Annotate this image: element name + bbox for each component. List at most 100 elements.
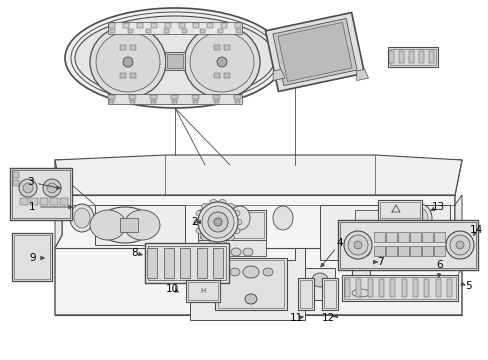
Bar <box>418 51 423 63</box>
Bar <box>163 248 173 278</box>
Bar <box>218 260 284 308</box>
Ellipse shape <box>218 199 226 206</box>
Bar <box>297 278 313 310</box>
Bar <box>130 45 136 50</box>
Bar <box>433 232 444 242</box>
Polygon shape <box>265 13 364 91</box>
Bar <box>221 23 226 28</box>
Text: 4: 4 <box>336 238 343 248</box>
Ellipse shape <box>229 206 249 230</box>
Bar <box>324 280 335 308</box>
Bar <box>435 279 440 297</box>
Bar <box>409 246 420 256</box>
Polygon shape <box>55 155 461 195</box>
Bar <box>60 198 68 205</box>
Ellipse shape <box>231 228 240 234</box>
Ellipse shape <box>97 207 153 243</box>
Bar <box>235 100 240 103</box>
Bar <box>163 29 169 33</box>
Ellipse shape <box>353 241 361 249</box>
Bar <box>30 198 38 205</box>
Ellipse shape <box>218 238 226 244</box>
Bar <box>214 100 219 103</box>
Bar <box>108 94 242 104</box>
Ellipse shape <box>343 231 371 259</box>
Bar <box>378 279 383 297</box>
Ellipse shape <box>226 235 234 240</box>
Polygon shape <box>277 22 351 82</box>
Ellipse shape <box>74 208 90 228</box>
Ellipse shape <box>209 238 217 244</box>
Bar <box>164 23 171 28</box>
Bar <box>13 180 19 186</box>
Bar <box>198 210 265 240</box>
Bar <box>213 95 220 99</box>
Bar <box>401 279 406 297</box>
Ellipse shape <box>263 268 272 276</box>
Ellipse shape <box>19 179 37 197</box>
Bar <box>50 198 58 205</box>
Bar <box>356 279 361 297</box>
Bar <box>12 233 52 281</box>
Ellipse shape <box>43 179 61 197</box>
Bar <box>130 73 136 78</box>
Bar <box>389 49 435 65</box>
Ellipse shape <box>190 32 253 92</box>
Text: 14: 14 <box>468 225 482 235</box>
Bar <box>120 218 138 232</box>
Bar <box>129 95 136 99</box>
Text: 7: 7 <box>376 257 383 267</box>
Bar <box>337 220 477 270</box>
Ellipse shape <box>445 231 473 259</box>
Bar <box>206 23 213 28</box>
Bar <box>193 100 198 103</box>
Text: 5: 5 <box>464 281 470 291</box>
Bar <box>224 45 229 50</box>
Ellipse shape <box>231 210 240 216</box>
Bar <box>421 232 432 242</box>
Ellipse shape <box>243 248 252 256</box>
Bar <box>179 23 184 28</box>
Ellipse shape <box>202 206 234 238</box>
Bar <box>187 282 218 300</box>
Bar <box>421 246 432 256</box>
Ellipse shape <box>183 26 260 98</box>
Bar <box>379 202 419 218</box>
Bar <box>95 205 184 245</box>
Text: H: H <box>200 288 205 294</box>
Text: 10: 10 <box>165 284 178 294</box>
Ellipse shape <box>170 245 180 255</box>
Bar <box>321 278 337 310</box>
Bar <box>385 232 396 242</box>
Ellipse shape <box>71 12 279 104</box>
Polygon shape <box>55 195 62 248</box>
Text: 8: 8 <box>131 248 138 258</box>
Polygon shape <box>454 195 461 248</box>
Ellipse shape <box>75 16 274 100</box>
Bar <box>146 29 151 33</box>
Bar <box>397 246 408 256</box>
Bar <box>343 277 455 299</box>
Bar <box>218 29 223 33</box>
Bar <box>446 279 451 297</box>
Ellipse shape <box>272 206 292 230</box>
Bar <box>108 22 242 34</box>
Bar <box>351 253 369 293</box>
Bar <box>180 248 190 278</box>
Polygon shape <box>190 248 305 320</box>
Bar <box>424 279 428 297</box>
Bar <box>299 280 311 308</box>
Bar <box>367 279 372 297</box>
Ellipse shape <box>219 248 228 256</box>
Bar <box>385 246 396 256</box>
Polygon shape <box>356 69 368 81</box>
Bar <box>214 45 220 50</box>
Bar <box>345 279 349 297</box>
Ellipse shape <box>201 235 209 240</box>
Bar <box>13 172 19 178</box>
Bar <box>120 45 126 50</box>
Bar <box>171 95 178 99</box>
Bar <box>339 222 475 268</box>
Bar <box>148 246 225 280</box>
Ellipse shape <box>351 289 369 297</box>
